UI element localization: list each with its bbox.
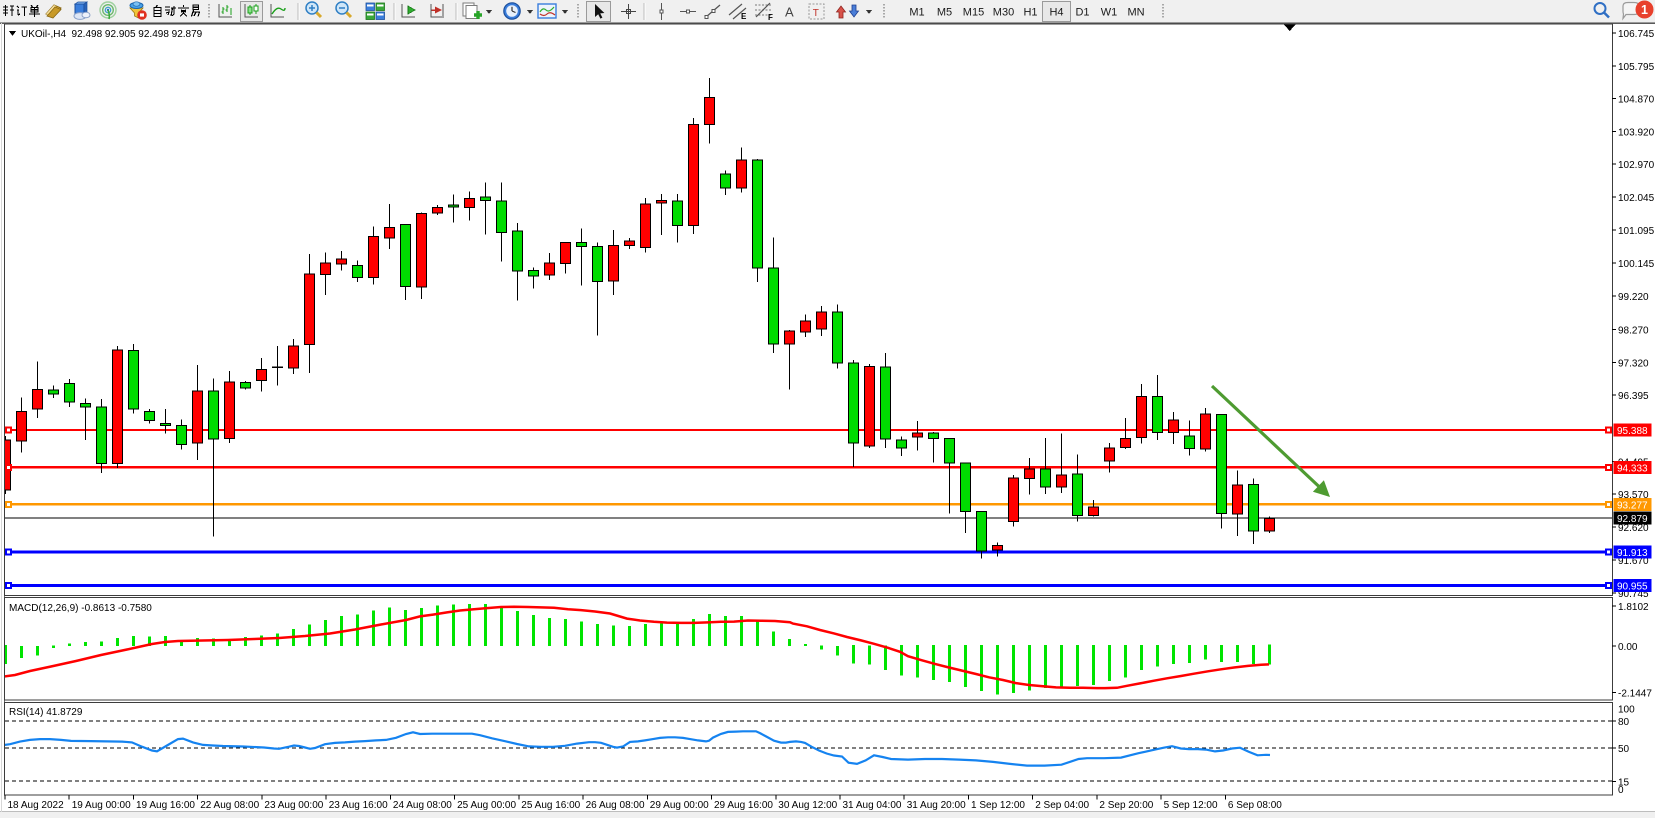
svg-text:5 Sep 12:00: 5 Sep 12:00 <box>1164 800 1218 811</box>
svg-text:A: A <box>785 5 794 20</box>
svg-text:92.879: 92.879 <box>1617 514 1648 525</box>
svg-text:99.220: 99.220 <box>1618 292 1649 303</box>
svg-text:RSI(14) 41.8729: RSI(14) 41.8729 <box>9 707 83 718</box>
svg-text:-2.1447: -2.1447 <box>1618 689 1652 700</box>
svg-text:80: 80 <box>1618 717 1630 728</box>
svg-text:MN: MN <box>1127 7 1144 19</box>
svg-text:91.670: 91.670 <box>1618 556 1649 567</box>
svg-text:50: 50 <box>1618 744 1630 755</box>
svg-text:22 Aug 08:00: 22 Aug 08:00 <box>200 800 259 811</box>
svg-text:92.620: 92.620 <box>1618 523 1649 534</box>
svg-text:93.277: 93.277 <box>1617 500 1648 511</box>
svg-text:19 Aug 00:00: 19 Aug 00:00 <box>72 800 131 811</box>
svg-text:91.913: 91.913 <box>1617 548 1648 559</box>
svg-text:W1: W1 <box>1101 7 1118 19</box>
svg-text:D1: D1 <box>1075 7 1089 19</box>
svg-text:100: 100 <box>1618 705 1635 716</box>
svg-text:1.8102: 1.8102 <box>1618 602 1649 613</box>
svg-text:29 Aug 00:00: 29 Aug 00:00 <box>650 800 709 811</box>
svg-text:31 Aug 20:00: 31 Aug 20:00 <box>907 800 966 811</box>
svg-text:26 Aug 08:00: 26 Aug 08:00 <box>586 800 645 811</box>
svg-text:29 Aug 16:00: 29 Aug 16:00 <box>714 800 773 811</box>
svg-text:M15: M15 <box>963 7 984 19</box>
svg-text:30 Aug 12:00: 30 Aug 12:00 <box>778 800 837 811</box>
svg-text:102.045: 102.045 <box>1618 193 1655 204</box>
svg-text:18 Aug 2022: 18 Aug 2022 <box>8 800 65 811</box>
svg-text:24 Aug 08:00: 24 Aug 08:00 <box>393 800 452 811</box>
svg-text:F: F <box>768 13 773 22</box>
svg-text:95.388: 95.388 <box>1617 426 1648 437</box>
svg-text:2 Sep 04:00: 2 Sep 04:00 <box>1035 800 1089 811</box>
svg-text:93.570: 93.570 <box>1618 490 1649 501</box>
svg-text:94.333: 94.333 <box>1617 463 1648 474</box>
svg-text:96.395: 96.395 <box>1618 391 1649 402</box>
svg-text:100.145: 100.145 <box>1618 259 1655 270</box>
svg-text:UKOil-,H4 92.498 92.905 92.49: UKOil-,H4 92.498 92.905 92.498 92.879 <box>21 29 203 40</box>
svg-text:104.870: 104.870 <box>1618 95 1655 106</box>
svg-text:23 Aug 16:00: 23 Aug 16:00 <box>329 800 388 811</box>
svg-text:31 Aug 04:00: 31 Aug 04:00 <box>843 800 902 811</box>
svg-text:H4: H4 <box>1049 7 1063 19</box>
svg-text:90.745: 90.745 <box>1618 589 1649 600</box>
svg-text:98.270: 98.270 <box>1618 326 1649 337</box>
svg-text:105.795: 105.795 <box>1618 62 1655 73</box>
svg-text:E: E <box>741 12 747 21</box>
svg-text:102.970: 102.970 <box>1618 160 1655 171</box>
svg-text:23 Aug 00:00: 23 Aug 00:00 <box>264 800 323 811</box>
svg-text:15: 15 <box>1618 778 1630 789</box>
svg-text:106.745: 106.745 <box>1618 29 1655 40</box>
svg-text:M1: M1 <box>909 7 924 19</box>
svg-text:6 Sep 08:00: 6 Sep 08:00 <box>1228 800 1282 811</box>
svg-text:MACD(12,26,9) -0.8613 -0.7580: MACD(12,26,9) -0.8613 -0.7580 <box>9 603 152 614</box>
svg-text:97.320: 97.320 <box>1618 359 1649 370</box>
svg-text:19 Aug 16:00: 19 Aug 16:00 <box>136 800 195 811</box>
svg-text:90.955: 90.955 <box>1617 582 1648 593</box>
svg-text:1: 1 <box>1641 3 1648 17</box>
svg-text:2 Sep 20:00: 2 Sep 20:00 <box>1099 800 1153 811</box>
svg-text:25 Aug 16:00: 25 Aug 16:00 <box>521 800 580 811</box>
svg-text:0: 0 <box>1618 785 1624 796</box>
svg-text:M5: M5 <box>937 7 952 19</box>
svg-text:103.920: 103.920 <box>1618 128 1655 139</box>
svg-text:T: T <box>813 8 819 19</box>
svg-text:M30: M30 <box>993 7 1014 19</box>
svg-text:H1: H1 <box>1023 7 1037 19</box>
svg-text:101.095: 101.095 <box>1618 226 1655 237</box>
svg-text:1 Sep 12:00: 1 Sep 12:00 <box>971 800 1025 811</box>
svg-text:25 Aug 00:00: 25 Aug 00:00 <box>457 800 516 811</box>
svg-text:0.00: 0.00 <box>1618 642 1638 653</box>
